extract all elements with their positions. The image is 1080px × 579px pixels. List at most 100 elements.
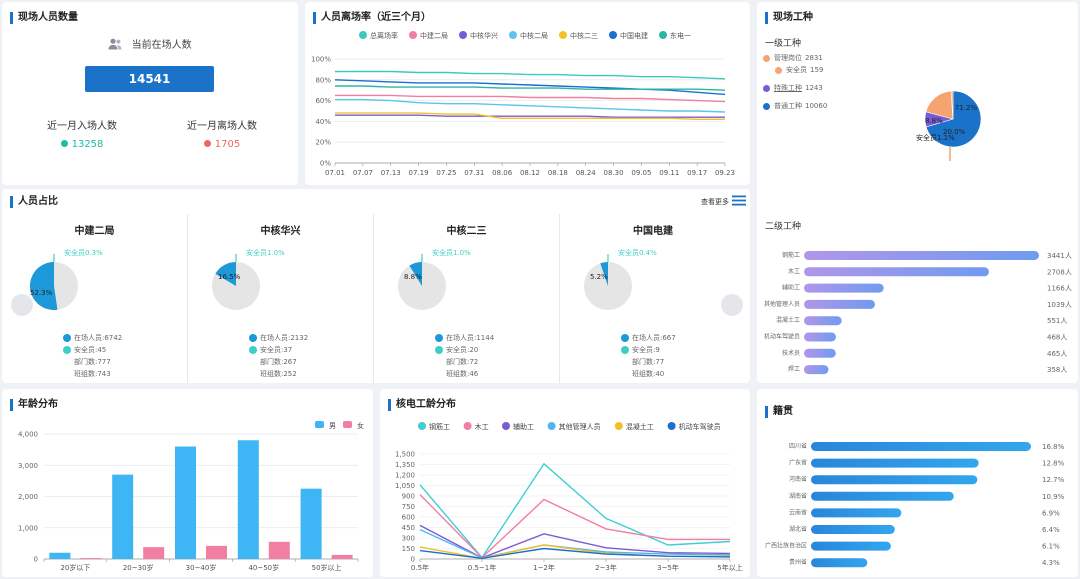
pie-label: 安全员1.1% (916, 133, 955, 142)
bar-value-label: 6.1% (1042, 543, 1060, 551)
pie-slice (215, 262, 236, 286)
next-arrow-button[interactable] (721, 294, 743, 316)
bar (143, 547, 165, 559)
legend-dot-icon (359, 31, 367, 39)
bar (804, 251, 1039, 260)
stat-text: 在场人员:2132 (260, 334, 309, 342)
stat-text: 班组数:743 (74, 370, 111, 378)
y-tick-label: 80% (315, 76, 331, 84)
y-tick-label: 1,000 (18, 524, 38, 532)
bar-category-label: 混凝土工 (776, 316, 800, 324)
safety-pie-label: 安全员0.4% (618, 248, 657, 257)
headcount-panel: 现场人员数量 当前在场人数 14541 近一月入场人数 近一月离场人数 1325… (2, 2, 298, 185)
bar-value-label: 358人 (1047, 366, 1067, 374)
legend-label: 中核华兴 (470, 31, 498, 40)
company-name: 中建二局 (74, 226, 115, 237)
worktype-title: 现场工种 (765, 12, 813, 24)
legend-dot-icon (463, 422, 472, 430)
company-card[interactable]: 中核华兴 安全员1.0% 16.5% 在场人员:2132 安全员:37 部门数:267 班组… (188, 214, 374, 383)
legend-label: 东电一 (670, 31, 691, 40)
stat-dot-icon (63, 334, 71, 342)
departure-title: 人员离场率（近三个月） (313, 12, 431, 24)
bar-category-label: 木工 (788, 267, 800, 275)
worktype-pie-chart: 71.2% 8.8%20.0%安全员1.1% (916, 90, 982, 161)
bar (811, 491, 954, 501)
company-card[interactable]: 中建二局 安全员0.3% 52.3% 在场人员:6742 安全员:45 部门数:777 班组… (2, 214, 188, 383)
y-tick-label: 3,000 (18, 462, 38, 470)
bar (811, 475, 978, 485)
stat-dot-icon (435, 346, 443, 354)
more-link[interactable]: 查看更多 (701, 195, 746, 208)
y-tick-label: 150 (402, 545, 415, 553)
bar-value-label: 2708人 (1047, 268, 1072, 276)
company-stat: 在场人员:2132 (249, 333, 308, 343)
company-name: 中国电建 (633, 226, 673, 237)
native-bar-chart: 四川省 16.8% 广东省 12.8% 河南省 12.7% 湖南省 10.9% 云南省 6.9% 湖… (765, 442, 1065, 568)
y-tick-label: 40% (315, 118, 331, 126)
stat-dot-icon (621, 334, 629, 342)
bar-value-label: 3441人 (1047, 252, 1072, 260)
series-line (335, 94, 726, 103)
stat-text: 部门数:72 (446, 358, 479, 366)
bar-value-label: 1166人 (1047, 285, 1072, 293)
age-panel: 年龄分布 男 女 0 1,000 2,000 3,000 4,000 20岁以下 20~30岁 3… (2, 389, 373, 577)
stat-dot-icon (621, 346, 629, 354)
x-tick-label: 0.5年 (411, 563, 429, 572)
current-onsite-value[interactable]: 14541 (85, 66, 214, 92)
stat-dot-icon (249, 334, 257, 342)
safety-pie-label: 安全员0.3% (64, 248, 103, 257)
level1-title: 一级工种 (765, 39, 802, 49)
x-tick-label: 08.12 (520, 169, 540, 177)
level1-legend: 管理岗位 2831 安全员 159 特殊工种 1243 普通工种 10060 (763, 52, 913, 112)
y-tick-label: 20% (315, 139, 331, 147)
legend-label: 中核二三 (570, 31, 598, 40)
level1-legend-item[interactable]: 普通工种 10060 (763, 100, 913, 112)
y-tick-label: 450 (402, 524, 415, 532)
x-tick-label: 07.13 (381, 169, 401, 177)
bar (49, 552, 71, 559)
bar (268, 541, 290, 559)
bar-value-label: 551人 (1047, 317, 1067, 325)
company-card[interactable]: 中国电建 安全员0.4% 5.2% 在场人员:667 安全员:9 部门数:77 班组数:40 (560, 214, 746, 383)
ratio-title: 人员占比 (10, 196, 58, 208)
legend-label: 辅助工 (513, 422, 534, 431)
level2-title: 二级工种 (765, 222, 802, 232)
company-card[interactable]: 中核二三 安全员1.0% 8.8% 在场人员:1144 安全员:20 部门数:72 班组数:… (374, 214, 560, 383)
bar (811, 442, 1031, 451)
x-tick-label: 08.30 (604, 169, 624, 177)
bar (112, 474, 134, 559)
bar-value-label: 4.3% (1042, 559, 1060, 567)
bar (300, 488, 322, 559)
bar-value-label: 6.9% (1042, 509, 1060, 517)
stat-dot-icon (63, 346, 71, 354)
series-line (335, 70, 726, 80)
stat-text: 班组数:252 (260, 370, 297, 378)
series-line (335, 114, 725, 118)
entry-dot-icon (60, 140, 68, 147)
level1-legend-item[interactable]: 安全员 159 (763, 64, 913, 76)
y-tick-label: 0 (34, 556, 38, 564)
stat-dot-icon (249, 346, 257, 354)
native-panel: 籍贯 四川省 16.8% 广东省 12.8% 河南省 12.7% 湖南省 10.9% 云南省 6.… (757, 389, 1078, 577)
company-stat: 安全员:20 (435, 345, 478, 355)
series-line (335, 112, 725, 121)
legend-label: 中核二局 (520, 31, 548, 40)
legend-dot-icon (409, 31, 417, 39)
level1-legend-item[interactable]: 管理岗位 2831 (763, 52, 913, 64)
legend-dot-icon (502, 422, 510, 430)
y-tick-label: 1,050 (395, 482, 415, 490)
company-stat: 班组数:743 (63, 369, 111, 379)
worktype-panel: 现场工种 一级工种 管理岗位 2831 安全员 159 特殊工种 1243 普通工种 1006… (757, 2, 1078, 383)
headcount-title: 现场人员数量 (10, 12, 78, 24)
x-tick-label: 09.05 (631, 169, 651, 177)
company-stat: 安全员:37 (249, 345, 292, 355)
bar (80, 558, 102, 559)
legend-item: 中核华兴 (459, 31, 498, 40)
level1-legend-item[interactable]: 特殊工种 1243 (763, 82, 913, 94)
legend-dot-icon (763, 102, 770, 110)
bar-value-label: 12.7% (1042, 476, 1065, 484)
company-stat: 班组数:40 (621, 369, 664, 379)
x-tick-label: 07.07 (353, 169, 373, 177)
prev-arrow-button[interactable] (11, 294, 33, 316)
stat-text: 安全员:9 (632, 346, 660, 354)
